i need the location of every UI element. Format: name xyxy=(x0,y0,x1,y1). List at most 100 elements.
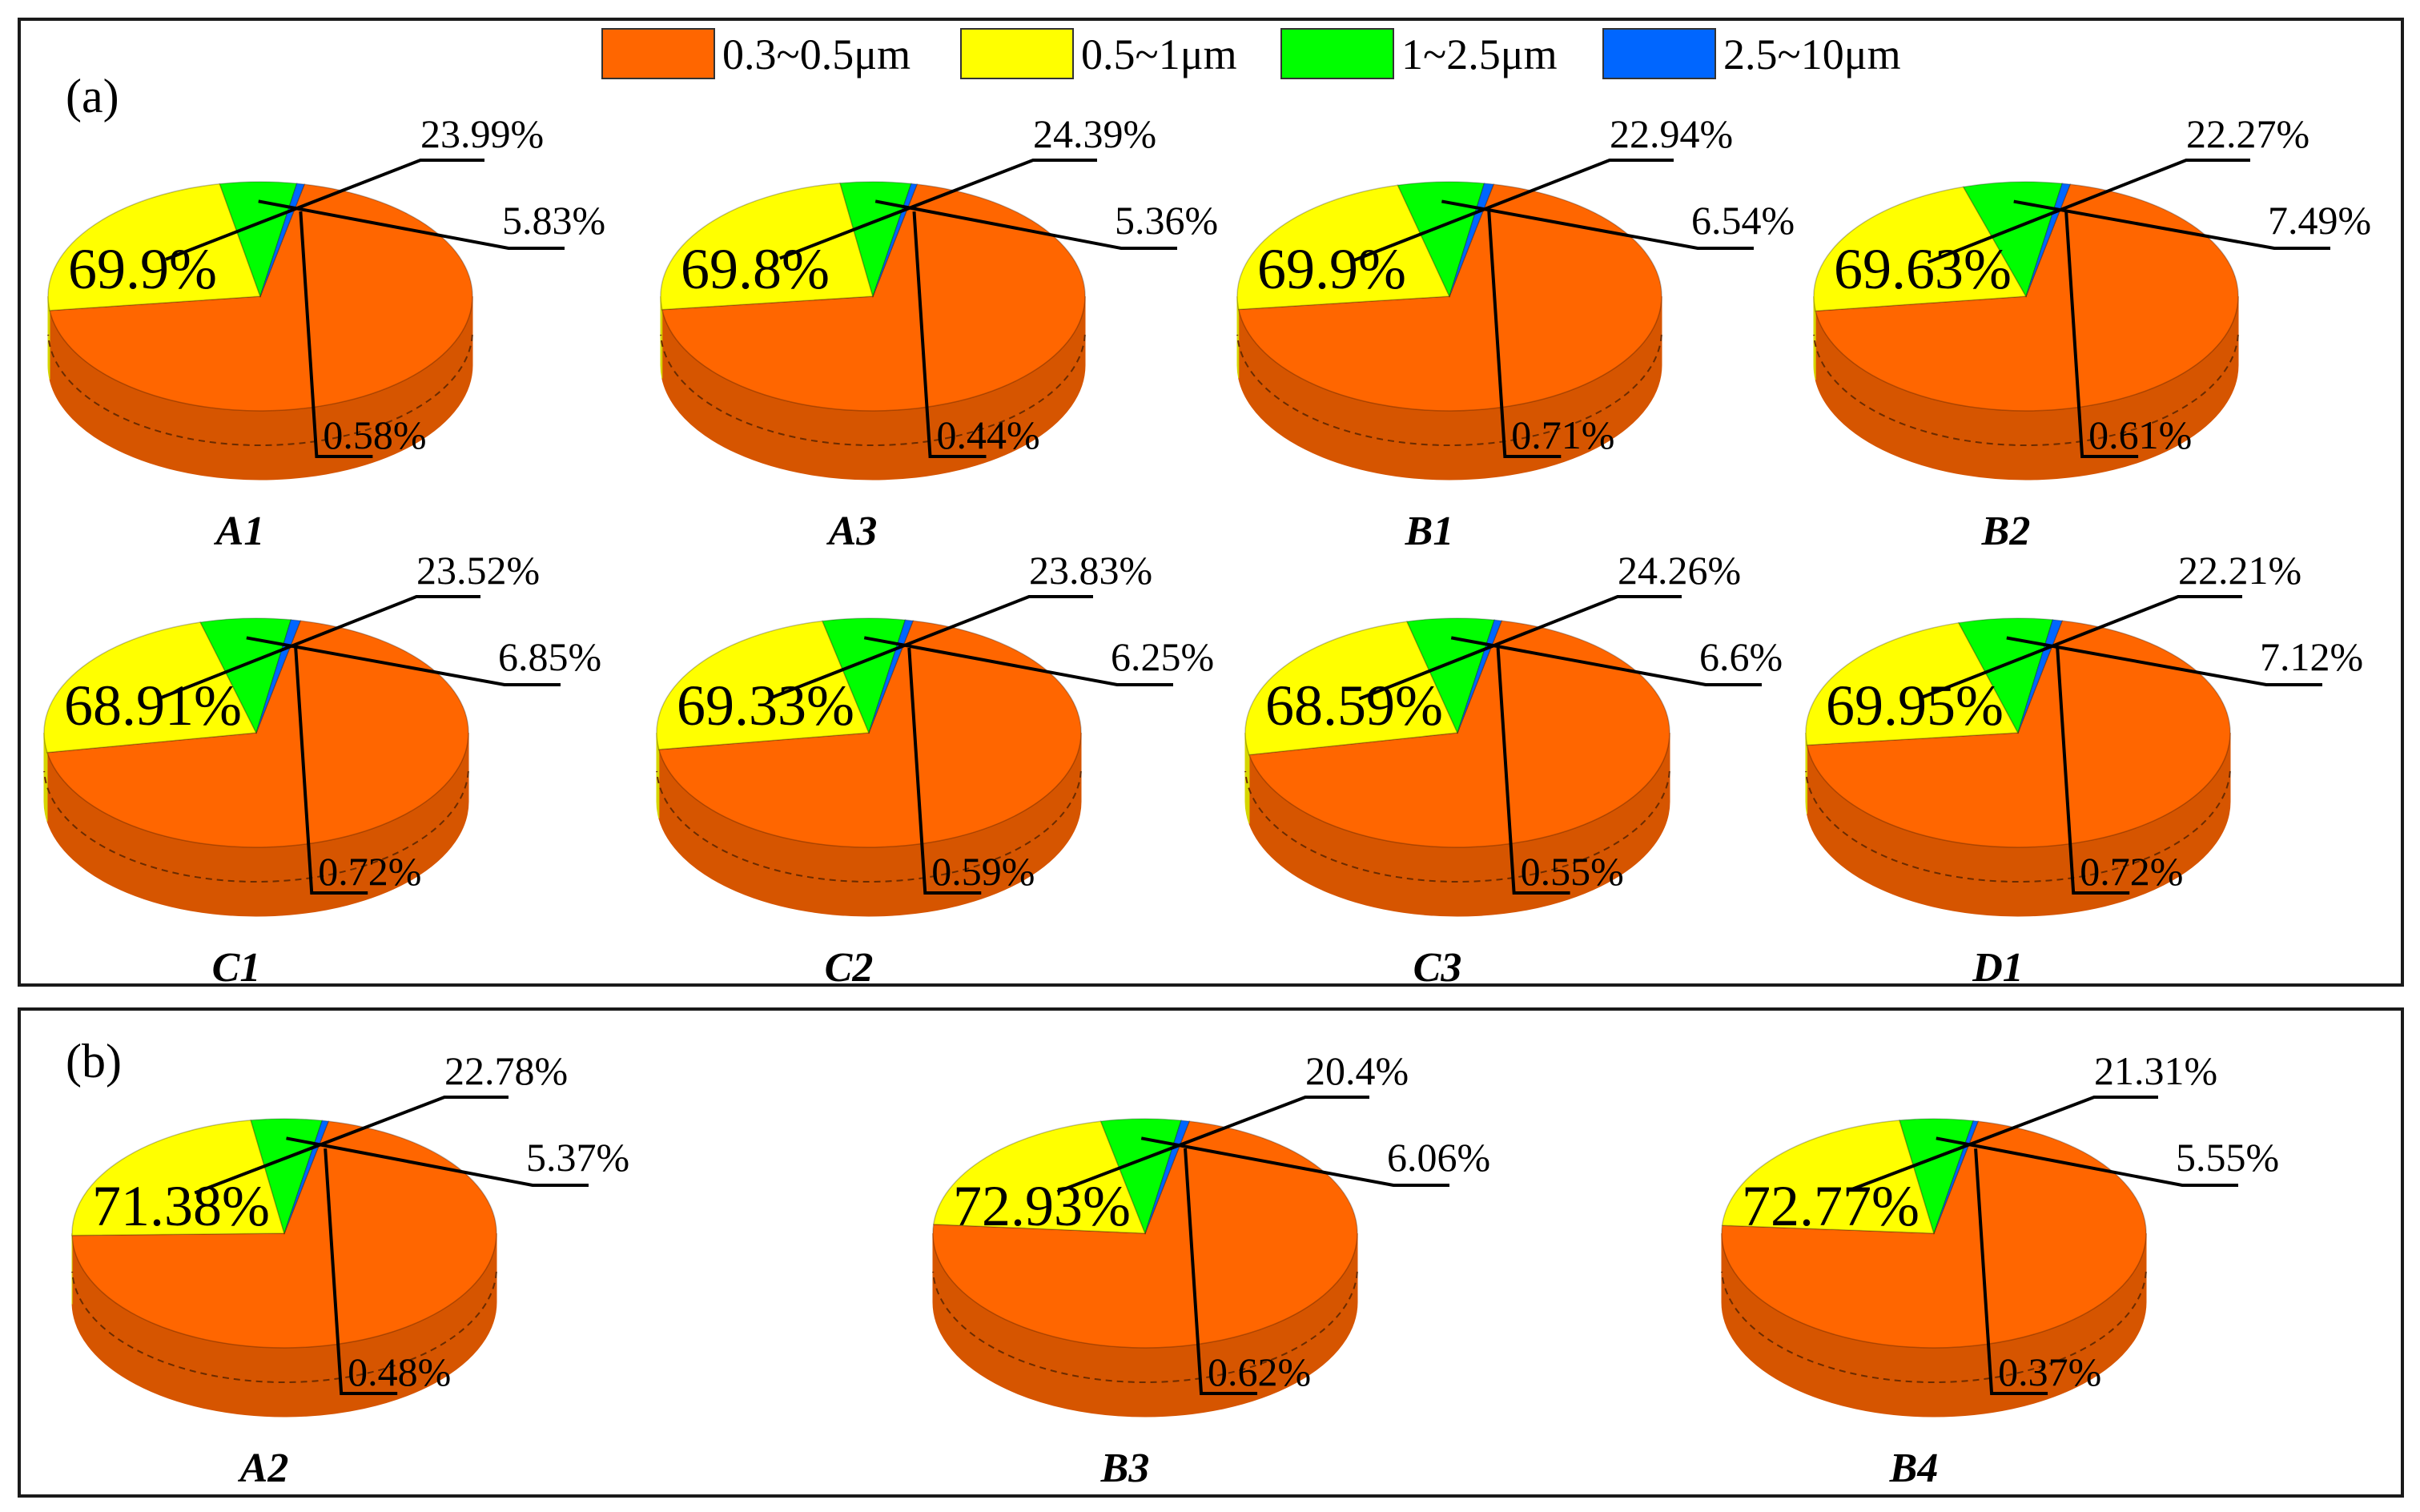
pie-label-B1-1: 22.94% xyxy=(1610,111,1733,156)
pie-title-B2: B2 xyxy=(1981,509,2031,554)
legend-swatch-3 xyxy=(1602,28,1716,79)
pie-chart-B2: 69.63% 22.27% 7.49% 0.61% B2 xyxy=(1813,111,2371,554)
legend-label-3: 2.5~10μm xyxy=(1723,30,1901,78)
pie-label-A1-1: 23.99% xyxy=(420,111,544,156)
pie-leader-B3-2 xyxy=(1140,1136,1449,1187)
panel-a-label: (a) xyxy=(66,70,119,123)
pie-label-B3-1: 20.4% xyxy=(1305,1048,1409,1093)
pie-slice-A2-3 xyxy=(283,1120,330,1234)
pie-seam-A3 xyxy=(660,334,1086,446)
pie-slice-A1-2 xyxy=(219,181,298,299)
pie-seam-D1 xyxy=(1805,770,2231,883)
pie-slice-A2-2 xyxy=(250,1118,324,1236)
pie-slice-B4-1 xyxy=(1721,1120,1936,1234)
pie-label-B1-0: 69.9% xyxy=(1257,237,1406,301)
pie-slice-C2-0 xyxy=(657,620,1082,848)
pie-slice-C3-2 xyxy=(1405,617,1496,735)
pie-slice-B3-1 xyxy=(932,1120,1147,1234)
pie-leader-C2-1 xyxy=(772,595,1093,699)
pie-slice-A3-1 xyxy=(660,182,874,311)
pie-leader-D1-3 xyxy=(2056,647,2130,895)
pie-label-C1-1: 23.52% xyxy=(416,548,540,593)
pie-leader-C3-1 xyxy=(1358,595,1682,701)
pie-leader-D1-1 xyxy=(1920,595,2242,700)
pie-label-B2-1: 22.27% xyxy=(2186,111,2309,156)
pie-label-A2-1: 22.78% xyxy=(444,1048,568,1093)
pie-label-C2-2: 6.25% xyxy=(1111,634,1214,679)
pie-seam-C3 xyxy=(1244,770,1670,883)
pie-title-B4: B4 xyxy=(1889,1446,1939,1491)
pie-seam-A1 xyxy=(47,334,473,446)
pie-label-A1-3: 0.58% xyxy=(323,412,426,457)
pie-slice-B1-1 xyxy=(1236,184,1451,311)
pie-seam-C1 xyxy=(43,770,469,883)
pie-slice-A1-3 xyxy=(259,183,306,297)
pie-title-B3: B3 xyxy=(1100,1446,1150,1491)
panel-b-label: (b) xyxy=(66,1035,122,1088)
pie-leader-A3-1 xyxy=(779,159,1097,260)
pie-seam-B2 xyxy=(1813,334,2239,446)
pie-slice-A1-0 xyxy=(49,183,473,412)
pie-slice-C1-0 xyxy=(46,620,469,848)
legend-swatch-2 xyxy=(1280,28,1394,79)
pie-seam-B1 xyxy=(1236,334,1662,446)
pie-slice-C3-0 xyxy=(1248,620,1670,848)
pie-slice-D1-1 xyxy=(1805,621,2020,746)
pie-chart-B4: 72.77% 21.31% 5.55% 0.37% B4 xyxy=(1721,1048,2279,1491)
pie-slice-D1-2 xyxy=(1957,617,2054,734)
pie-leader-D1-2 xyxy=(2006,636,2322,686)
pie-label-D1-2: 7.12% xyxy=(2260,634,2363,679)
pie-label-A1-2: 5.83% xyxy=(502,198,605,243)
legend-swatch-0 xyxy=(601,28,715,79)
pie-slice-C1-2 xyxy=(199,617,292,735)
pie-leader-C1-1 xyxy=(157,595,480,701)
pie-label-B3-0: 72.93% xyxy=(953,1174,1131,1238)
pie-label-B1-3: 0.71% xyxy=(1511,412,1614,457)
pie-leader-B3-3 xyxy=(1184,1148,1258,1395)
pie-label-B2-2: 7.49% xyxy=(2268,198,2371,243)
pie-label-B1-2: 6.54% xyxy=(1691,198,1795,243)
pie-label-A2-3: 0.48% xyxy=(348,1349,451,1394)
pie-chart-B3: 72.93% 20.4% 6.06% 0.62% B3 xyxy=(932,1048,1490,1491)
pie-label-C3-0: 68.59% xyxy=(1265,674,1443,738)
pie-slice-A1-1 xyxy=(47,183,262,312)
pie-slice-A3-2 xyxy=(839,181,912,299)
pie-chart-D1: 69.95% 22.21% 7.12% 0.72% D1 xyxy=(1805,548,2363,991)
pie-label-B3-3: 0.62% xyxy=(1208,1349,1311,1394)
pie-label-D1-3: 0.72% xyxy=(2080,849,2183,894)
pie-leader-A2-3 xyxy=(324,1148,398,1395)
pie-chart-A3: 69.8%24.39%5.36%0.44%A3 xyxy=(660,111,1218,554)
pie-charts: 69.9%23.99%5.83%0.58%A169.8%24.39%5.36%0… xyxy=(43,111,2371,1491)
legend-label-0: 0.3~0.5μm xyxy=(722,30,911,78)
pie-slice-B2-1 xyxy=(1813,186,2028,312)
pie-leader-A2-1 xyxy=(194,1096,509,1195)
pie-label-A3-3: 0.44% xyxy=(937,412,1040,457)
pie-label-B4-0: 72.77% xyxy=(1742,1174,1920,1238)
panel-b-frame xyxy=(18,1007,2404,1498)
pie-label-C1-0: 68.91% xyxy=(64,674,242,738)
pie-label-B4-2: 5.55% xyxy=(2176,1135,2279,1180)
pie-slice-C2-1 xyxy=(656,620,870,750)
pie-leader-C1-3 xyxy=(294,647,368,895)
pie-seam-A2 xyxy=(71,1271,497,1383)
legend: 0.3~0.5μm 0.5~1μm 1~2.5μm 2.5~10μm xyxy=(601,28,1901,79)
pie-label-B2-0: 69.63% xyxy=(1834,237,2012,301)
pie-slice-B4-3 xyxy=(1933,1120,1980,1234)
pie-chart-A2: 71.38% 22.78% 5.37% 0.48% A2 xyxy=(71,1048,629,1491)
pie-slice-B4-0 xyxy=(1721,1120,2147,1349)
pie-leader-A3-3 xyxy=(912,211,987,458)
pie-leader-B4-2 xyxy=(1936,1136,2238,1187)
pie-label-B4-3: 0.37% xyxy=(1998,1349,2101,1394)
pie-leader-A2-2 xyxy=(286,1136,589,1187)
pie-chart-A1: 69.9%23.99%5.83%0.58%A1 xyxy=(47,111,605,554)
pie-seam-B3 xyxy=(932,1271,1358,1383)
pie-seam-C2 xyxy=(656,770,1082,883)
pie-slice-B2-2 xyxy=(1962,181,2064,298)
pie-leader-B1-3 xyxy=(1487,211,1562,458)
pie-slice-C2-3 xyxy=(868,619,915,734)
pie-slice-B3-0 xyxy=(932,1120,1358,1349)
pie-chart-C2: 69.33% 23.83% 6.25% 0.59% C2 xyxy=(656,548,1214,991)
pie-slice-D1-0 xyxy=(1806,620,2231,848)
pie-slice-B2-0 xyxy=(1815,183,2239,412)
